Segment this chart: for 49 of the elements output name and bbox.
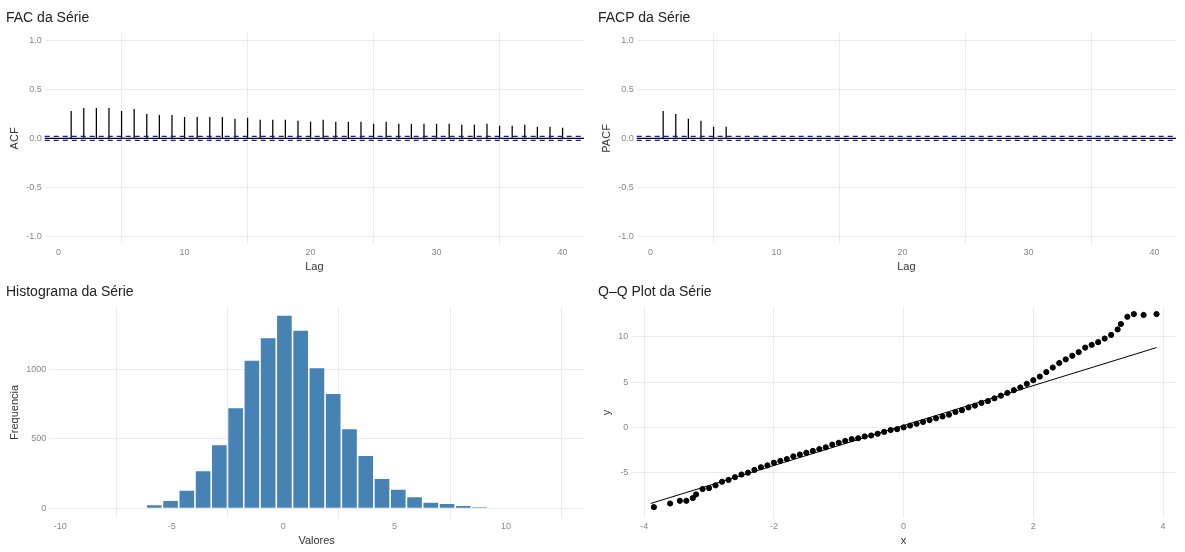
x-tick-label: -2	[769, 520, 778, 531]
chart-title: Q–Q Plot da Série	[598, 283, 712, 300]
x-tick-label: 40	[1149, 246, 1160, 257]
y-axis-title: y	[599, 409, 612, 416]
y-tick-label: 5	[623, 376, 629, 387]
x-tick-label: 20	[897, 246, 908, 257]
y-tick-label: -1.0	[618, 230, 634, 241]
x-tick-label: 10	[179, 246, 190, 257]
x-tick-label: -10	[53, 520, 67, 531]
chart-title: Histograma da Série	[6, 283, 134, 300]
y-axis-title: Frequencia	[7, 384, 20, 440]
y-tick-label: 0.0	[621, 132, 634, 143]
x-axis-title: Lag	[897, 260, 916, 273]
x-tick-label: 0	[648, 246, 654, 257]
y-tick-label: 0.0	[29, 132, 42, 143]
x-tick-label: 5	[392, 520, 398, 531]
y-tick-label: 1.0	[29, 35, 42, 46]
x-tick-label: 0	[901, 520, 907, 531]
x-axis-title: Lag	[305, 260, 324, 273]
x-tick-label: 0	[56, 246, 62, 257]
chart-title: FACP da Série	[598, 9, 691, 26]
y-tick-label: 1.0	[621, 35, 634, 46]
y-axis-title: ACF	[7, 127, 20, 150]
y-tick-label: 0	[623, 421, 629, 432]
y-tick-label: 500	[31, 433, 47, 444]
y-axis-title: PACF	[599, 123, 612, 153]
y-tick-label: -0.5	[618, 181, 634, 192]
x-tick-label: 0	[280, 520, 286, 531]
y-tick-label: 0.5	[29, 84, 42, 94]
y-tick-label: -5	[620, 467, 629, 478]
y-tick-label: 0.5	[621, 84, 634, 94]
x-axis-title: x	[900, 534, 907, 547]
x-tick-label: 40	[557, 246, 568, 257]
x-tick-label: 10	[771, 246, 782, 257]
x-tick-label: 30	[431, 246, 442, 257]
x-tick-label: 10	[501, 520, 512, 531]
x-tick-label: 30	[1023, 246, 1034, 257]
x-tick-label: -5	[167, 520, 176, 531]
y-tick-label: 1000	[26, 363, 47, 374]
y-tick-label: -0.5	[26, 181, 42, 192]
y-tick-label: 0	[41, 502, 47, 513]
y-tick-label: -1.0	[26, 230, 42, 241]
x-tick-label: 2	[1030, 520, 1036, 531]
x-tick-label: 20	[305, 246, 316, 257]
chart-title: FAC da Série	[6, 9, 90, 26]
x-axis-title: Valores	[298, 534, 336, 547]
x-tick-label: -4	[640, 520, 649, 531]
x-tick-label: 4	[1160, 520, 1166, 531]
y-tick-label: 10	[618, 331, 629, 342]
